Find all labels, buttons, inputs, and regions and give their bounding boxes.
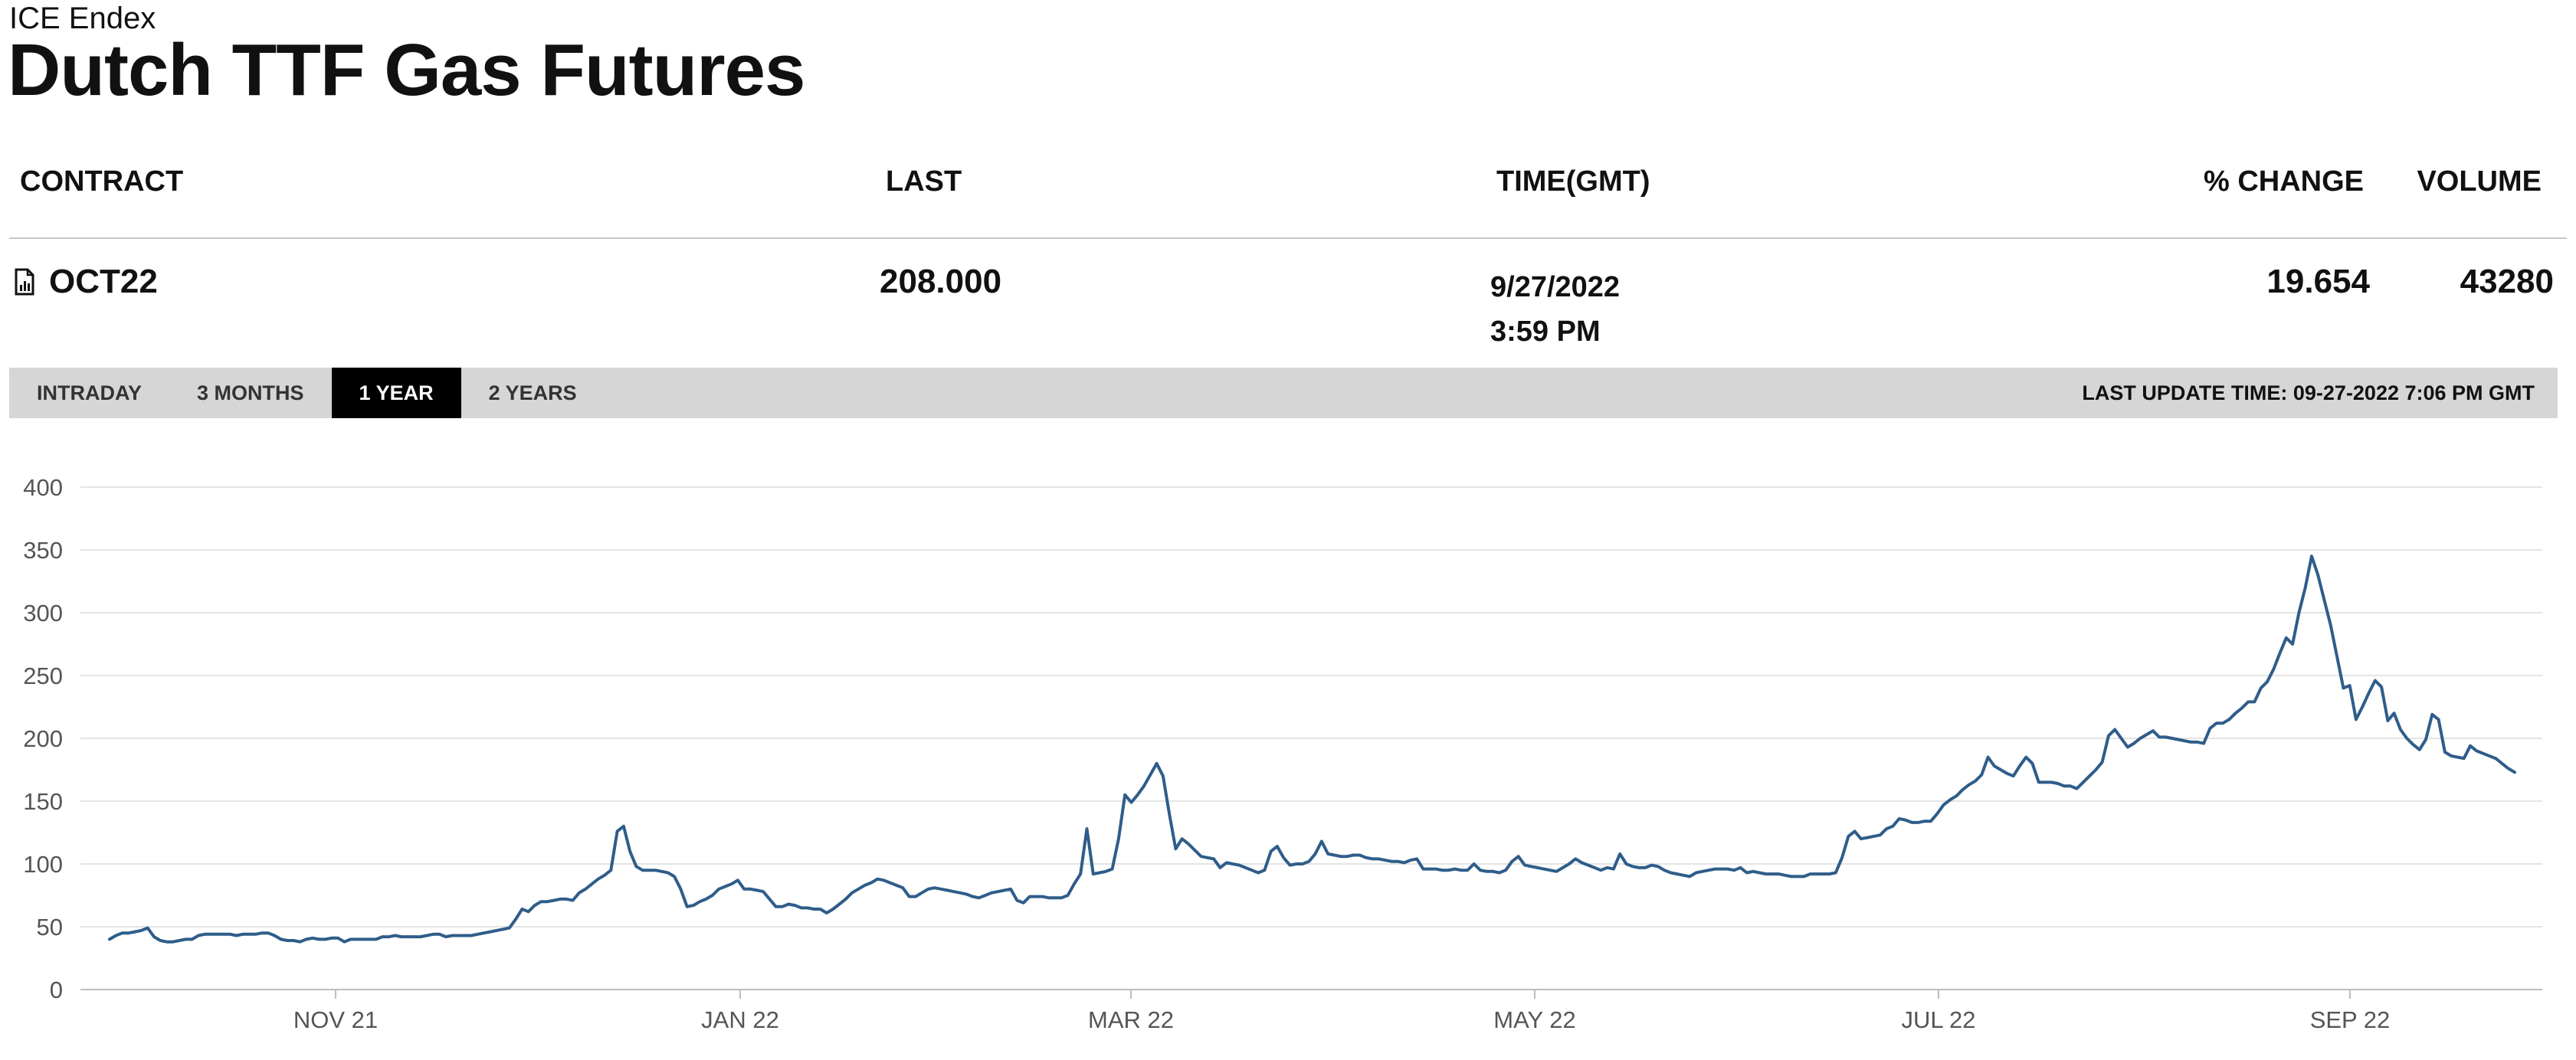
- y-tick-label: 200: [23, 725, 63, 752]
- pct-change-value: 19.654: [2266, 263, 2370, 300]
- x-tick-label: NOV 21: [293, 1006, 378, 1033]
- x-tick-label: SEP 22: [2310, 1006, 2391, 1033]
- tab-intraday[interactable]: INTRADAY: [37, 381, 143, 404]
- column-header-last: LAST: [886, 165, 962, 198]
- x-tick-label: JAN 22: [701, 1006, 779, 1033]
- column-header-contract: CONTRACT: [20, 165, 184, 198]
- volume-value: 43280: [2460, 263, 2554, 300]
- y-tick-label: 350: [23, 537, 63, 564]
- price-series-line[interactable]: [108, 555, 2516, 944]
- trade-clock: 3:59 PM: [1490, 316, 1601, 348]
- chart-document-icon[interactable]: [14, 268, 35, 296]
- y-tick-label: 300: [23, 600, 63, 627]
- y-tick-label: 150: [23, 788, 63, 815]
- x-tick-label: JUL 22: [1901, 1006, 1975, 1033]
- tab-2-years[interactable]: 2 YEARS: [488, 381, 577, 404]
- column-header-pct-change: % CHANGE: [2203, 165, 2364, 198]
- contract-name[interactable]: OCT22: [49, 263, 158, 300]
- price-chart: 0 50 100 150 200 250 300 350 400 NOV 21 JAN 22 MAR …: [23, 474, 2542, 1033]
- header-divider: [9, 237, 2567, 239]
- last-price: 208.000: [880, 263, 1002, 300]
- trade-time: 9/27/2022 3:59 PM: [1490, 265, 1620, 354]
- trade-date: 9/27/2022: [1490, 271, 1621, 303]
- column-header-time: TIME(GMT): [1496, 165, 1650, 198]
- contract-cell[interactable]: OCT22: [14, 265, 158, 299]
- tab-1-year[interactable]: 1 YEAR: [331, 368, 461, 418]
- tab-3-months[interactable]: 3 MONTHS: [197, 381, 304, 404]
- page-title: Dutch TTF Gas Futures: [8, 29, 805, 111]
- last-update-time: LAST UPDATE TIME: 09-27-2022 7:06 PM GMT: [2082, 381, 2535, 404]
- y-tick-label: 50: [37, 914, 63, 941]
- range-tab-bar: INTRADAY 3 MONTHS 1 YEAR 2 YEARS LAST UP…: [9, 368, 2558, 418]
- y-tick-label: 0: [50, 977, 63, 1003]
- column-header-volume: VOLUME: [2417, 165, 2542, 198]
- table-row: OCT22 208.000 9/27/2022 3:59 PM 19.654 4…: [0, 260, 2576, 368]
- y-tick-label: 400: [23, 474, 63, 501]
- y-tick-label: 100: [23, 851, 63, 878]
- exchange-name: ICE Endex: [9, 2, 156, 35]
- x-tick-label: MAY 22: [1493, 1006, 1575, 1033]
- x-tick-label: MAR 22: [1088, 1006, 1174, 1033]
- y-tick-label: 250: [23, 662, 63, 689]
